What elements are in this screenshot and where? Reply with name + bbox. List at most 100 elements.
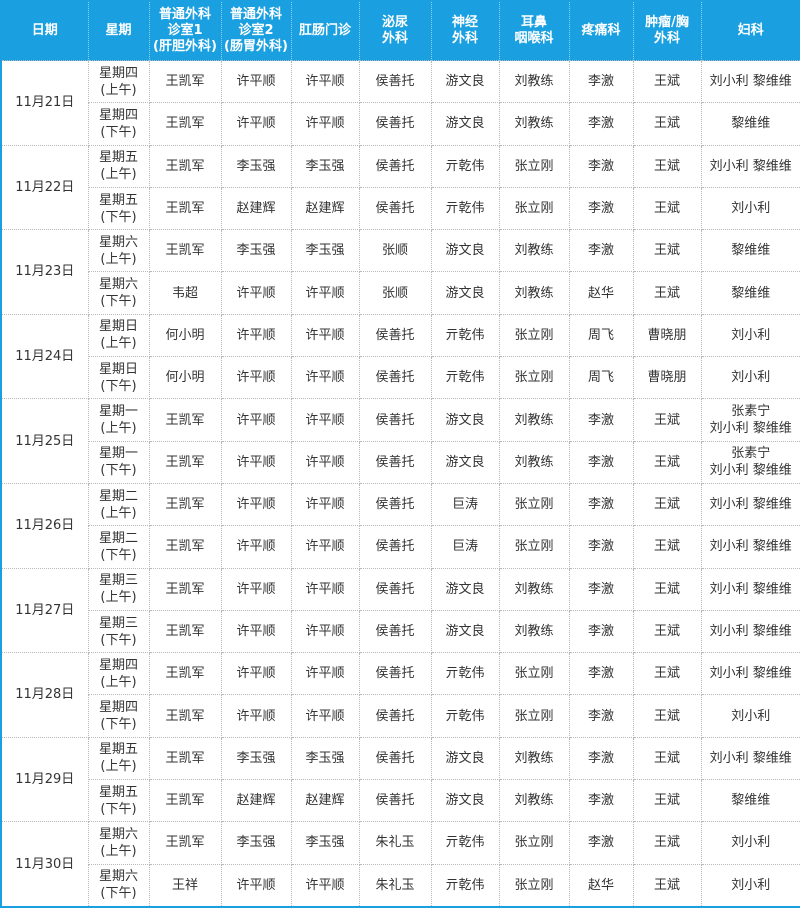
weekday-cell: 星期一 (下午): [87, 440, 150, 484]
doctor-cell: 王斌: [632, 525, 702, 569]
doctor-cell: 王凯军: [148, 229, 222, 273]
date-cell: 11月29日: [0, 736, 89, 823]
table-row: 星期六 (下午) 韦超 许平顺 许平顺 张顺 游文良 刘教练 赵华 王斌 黎维维: [1, 271, 800, 315]
doctor-cell: 游文良: [430, 102, 500, 146]
doctor-cell: 侯善托: [358, 609, 432, 654]
column-header: 肛肠门诊: [290, 1, 359, 61]
doctor-cell: 王凯军: [148, 567, 222, 611]
period-label: (上午): [100, 505, 137, 521]
doctor-cell: 王斌: [632, 229, 702, 273]
table-row: 星期四 (下午) 王凯军 许平顺 许平顺 侯善托 亓乾伟 张立刚 李激 王斌 刘小利: [1, 694, 800, 738]
period-label: (上午): [100, 590, 137, 606]
doctor-cell: 李激: [568, 482, 634, 527]
weekday-label: 星期四: [98, 657, 138, 673]
weekday-cell: 星期六 (下午): [87, 271, 150, 315]
weekday-label: 星期一: [98, 404, 138, 420]
doctor-cell: 刘教练: [498, 440, 570, 484]
doctor-cell: 刘教练: [498, 398, 570, 442]
period-label: (下午): [100, 801, 137, 817]
doctor-cell: 王斌: [632, 59, 702, 104]
doctor-cell: 王斌: [632, 863, 702, 908]
doctor-cell: 张立刚: [498, 144, 570, 188]
doctor-cell: 周飞: [568, 313, 634, 358]
doctor-cell: 亓乾伟: [430, 313, 500, 358]
doctor-cell: 王斌: [632, 736, 702, 781]
doctor-cell: 亓乾伟: [430, 694, 500, 738]
weekday-cell: 星期三 (上午): [87, 567, 150, 611]
doctor-cell: 王凯军: [148, 609, 222, 654]
doctor-cell: 刘教练: [498, 59, 570, 104]
doctor-cell: 赵建辉: [220, 186, 292, 231]
doctor-cell: 王斌: [632, 482, 702, 527]
table-row: 11月24日 星期日 (上午) 何小明 许平顺 许平顺 侯善托 亓乾伟 张立刚 周飞 曹晓朋 刘小利: [0, 313, 800, 400]
table-row: 星期五 (下午) 王凯军 赵建辉 赵建辉 侯善托 游文良 刘教练 李激 王斌 黎维维: [1, 779, 800, 823]
doctor-cell: 刘小利 黎维维: [700, 736, 800, 781]
date-cell: 11月23日: [0, 229, 89, 315]
weekday-label: 星期四: [98, 107, 138, 123]
doctor-cell: 侯善托: [358, 779, 432, 823]
doctor-cell: 王斌: [632, 821, 702, 865]
doctor-cell: 许平顺: [220, 440, 292, 484]
doctor-cell: 黎维维: [700, 229, 800, 273]
period-label: (上午): [100, 251, 137, 267]
doctor-cell: 侯善托: [358, 356, 432, 400]
doctor-cell: 刘小利 黎维维: [700, 609, 800, 654]
period-label: (上午): [100, 167, 137, 183]
doctor-cell: 李玉强: [220, 229, 292, 273]
doctor-cell: 王凯军: [148, 102, 222, 146]
doctor-cell: 李激: [568, 609, 634, 654]
doctor-cell: 许平顺: [290, 313, 360, 358]
table-row: 11月25日 星期一 (上午) 王凯军 许平顺 许平顺 侯善托 游文良 刘教练 李激 王斌 张素宁 刘…: [0, 398, 800, 484]
weekday-label: 星期日: [98, 319, 138, 335]
doctor-cell: 游文良: [430, 609, 500, 654]
doctor-cell: 张立刚: [498, 525, 570, 569]
doctor-cell: 李激: [568, 779, 634, 823]
doctor-cell: 亓乾伟: [430, 144, 500, 188]
date-cell: 11月21日: [0, 60, 89, 146]
doctor-cell: 许平顺: [220, 313, 292, 358]
doctor-cell: 王斌: [632, 440, 702, 484]
doctor-cell: 李玉强: [290, 229, 360, 273]
doctor-cell: 何小明: [148, 313, 222, 358]
doctor-cell: 许平顺: [220, 398, 292, 442]
doctor-cell: 巨涛: [430, 525, 500, 569]
doctor-cell: 刘教练: [498, 271, 570, 315]
doctor-cell: 李玉强: [290, 144, 360, 188]
doctor-cell: 许平顺: [290, 609, 360, 654]
doctor-cell: 王斌: [632, 567, 702, 611]
date-cell: 11月28日: [0, 652, 89, 738]
doctor-cell: 亓乾伟: [430, 821, 500, 865]
doctor-cell: 李激: [568, 398, 634, 442]
table-row: 11月22日 星期五 (上午) 王凯军 李玉强 李玉强 侯善托 亓乾伟 张立刚 李激 王斌 刘小利 黎…: [0, 144, 800, 231]
period-label: (下午): [100, 294, 137, 310]
weekday-label: 星期五: [98, 192, 138, 208]
column-header: 泌尿 外科: [358, 1, 431, 61]
doctor-cell: 王凯军: [148, 779, 222, 823]
doctor-cell: 游文良: [430, 59, 500, 104]
table-row: 星期六 (下午) 王祥 许平顺 许平顺 朱礼玉 亓乾伟 张立刚 赵华 王斌 刘小利: [1, 863, 800, 908]
doctor-cell: 许平顺: [220, 102, 292, 146]
doctor-cell: 巨涛: [430, 482, 500, 527]
doctor-cell: 王斌: [632, 609, 702, 654]
doctor-cell: 王凯军: [148, 482, 222, 527]
doctor-cell: 亓乾伟: [430, 186, 500, 231]
doctor-cell: 赵华: [568, 271, 634, 315]
doctor-cell: 刘教练: [498, 229, 570, 273]
period-label: (上午): [100, 82, 137, 98]
doctor-cell: 李玉强: [290, 821, 360, 865]
doctor-cell: 刘小利 黎维维: [700, 652, 800, 696]
doctor-cell: 许平顺: [220, 271, 292, 315]
doctor-cell: 王凯军: [148, 652, 222, 696]
doctor-cell: 李激: [568, 736, 634, 781]
doctor-cell: 李激: [568, 186, 634, 231]
table-row: 星期五 (下午) 王凯军 赵建辉 赵建辉 侯善托 亓乾伟 张立刚 李激 王斌 刘小利: [1, 186, 800, 231]
table-row: 星期三 (下午) 王凯军 许平顺 许平顺 侯善托 游文良 刘教练 李激 王斌 刘小利 黎维维: [1, 609, 800, 654]
doctor-cell: 许平顺: [290, 271, 360, 315]
doctor-cell: 刘小利: [700, 863, 800, 908]
doctor-cell: 刘小利: [700, 186, 800, 231]
doctor-cell: 许平顺: [290, 482, 360, 527]
column-header: 普通外科 诊室2 (肠胃外科): [220, 1, 291, 61]
doctor-cell: 刘教练: [498, 736, 570, 781]
doctor-cell: 王斌: [632, 694, 702, 738]
doctor-cell: 许平顺: [290, 440, 360, 484]
